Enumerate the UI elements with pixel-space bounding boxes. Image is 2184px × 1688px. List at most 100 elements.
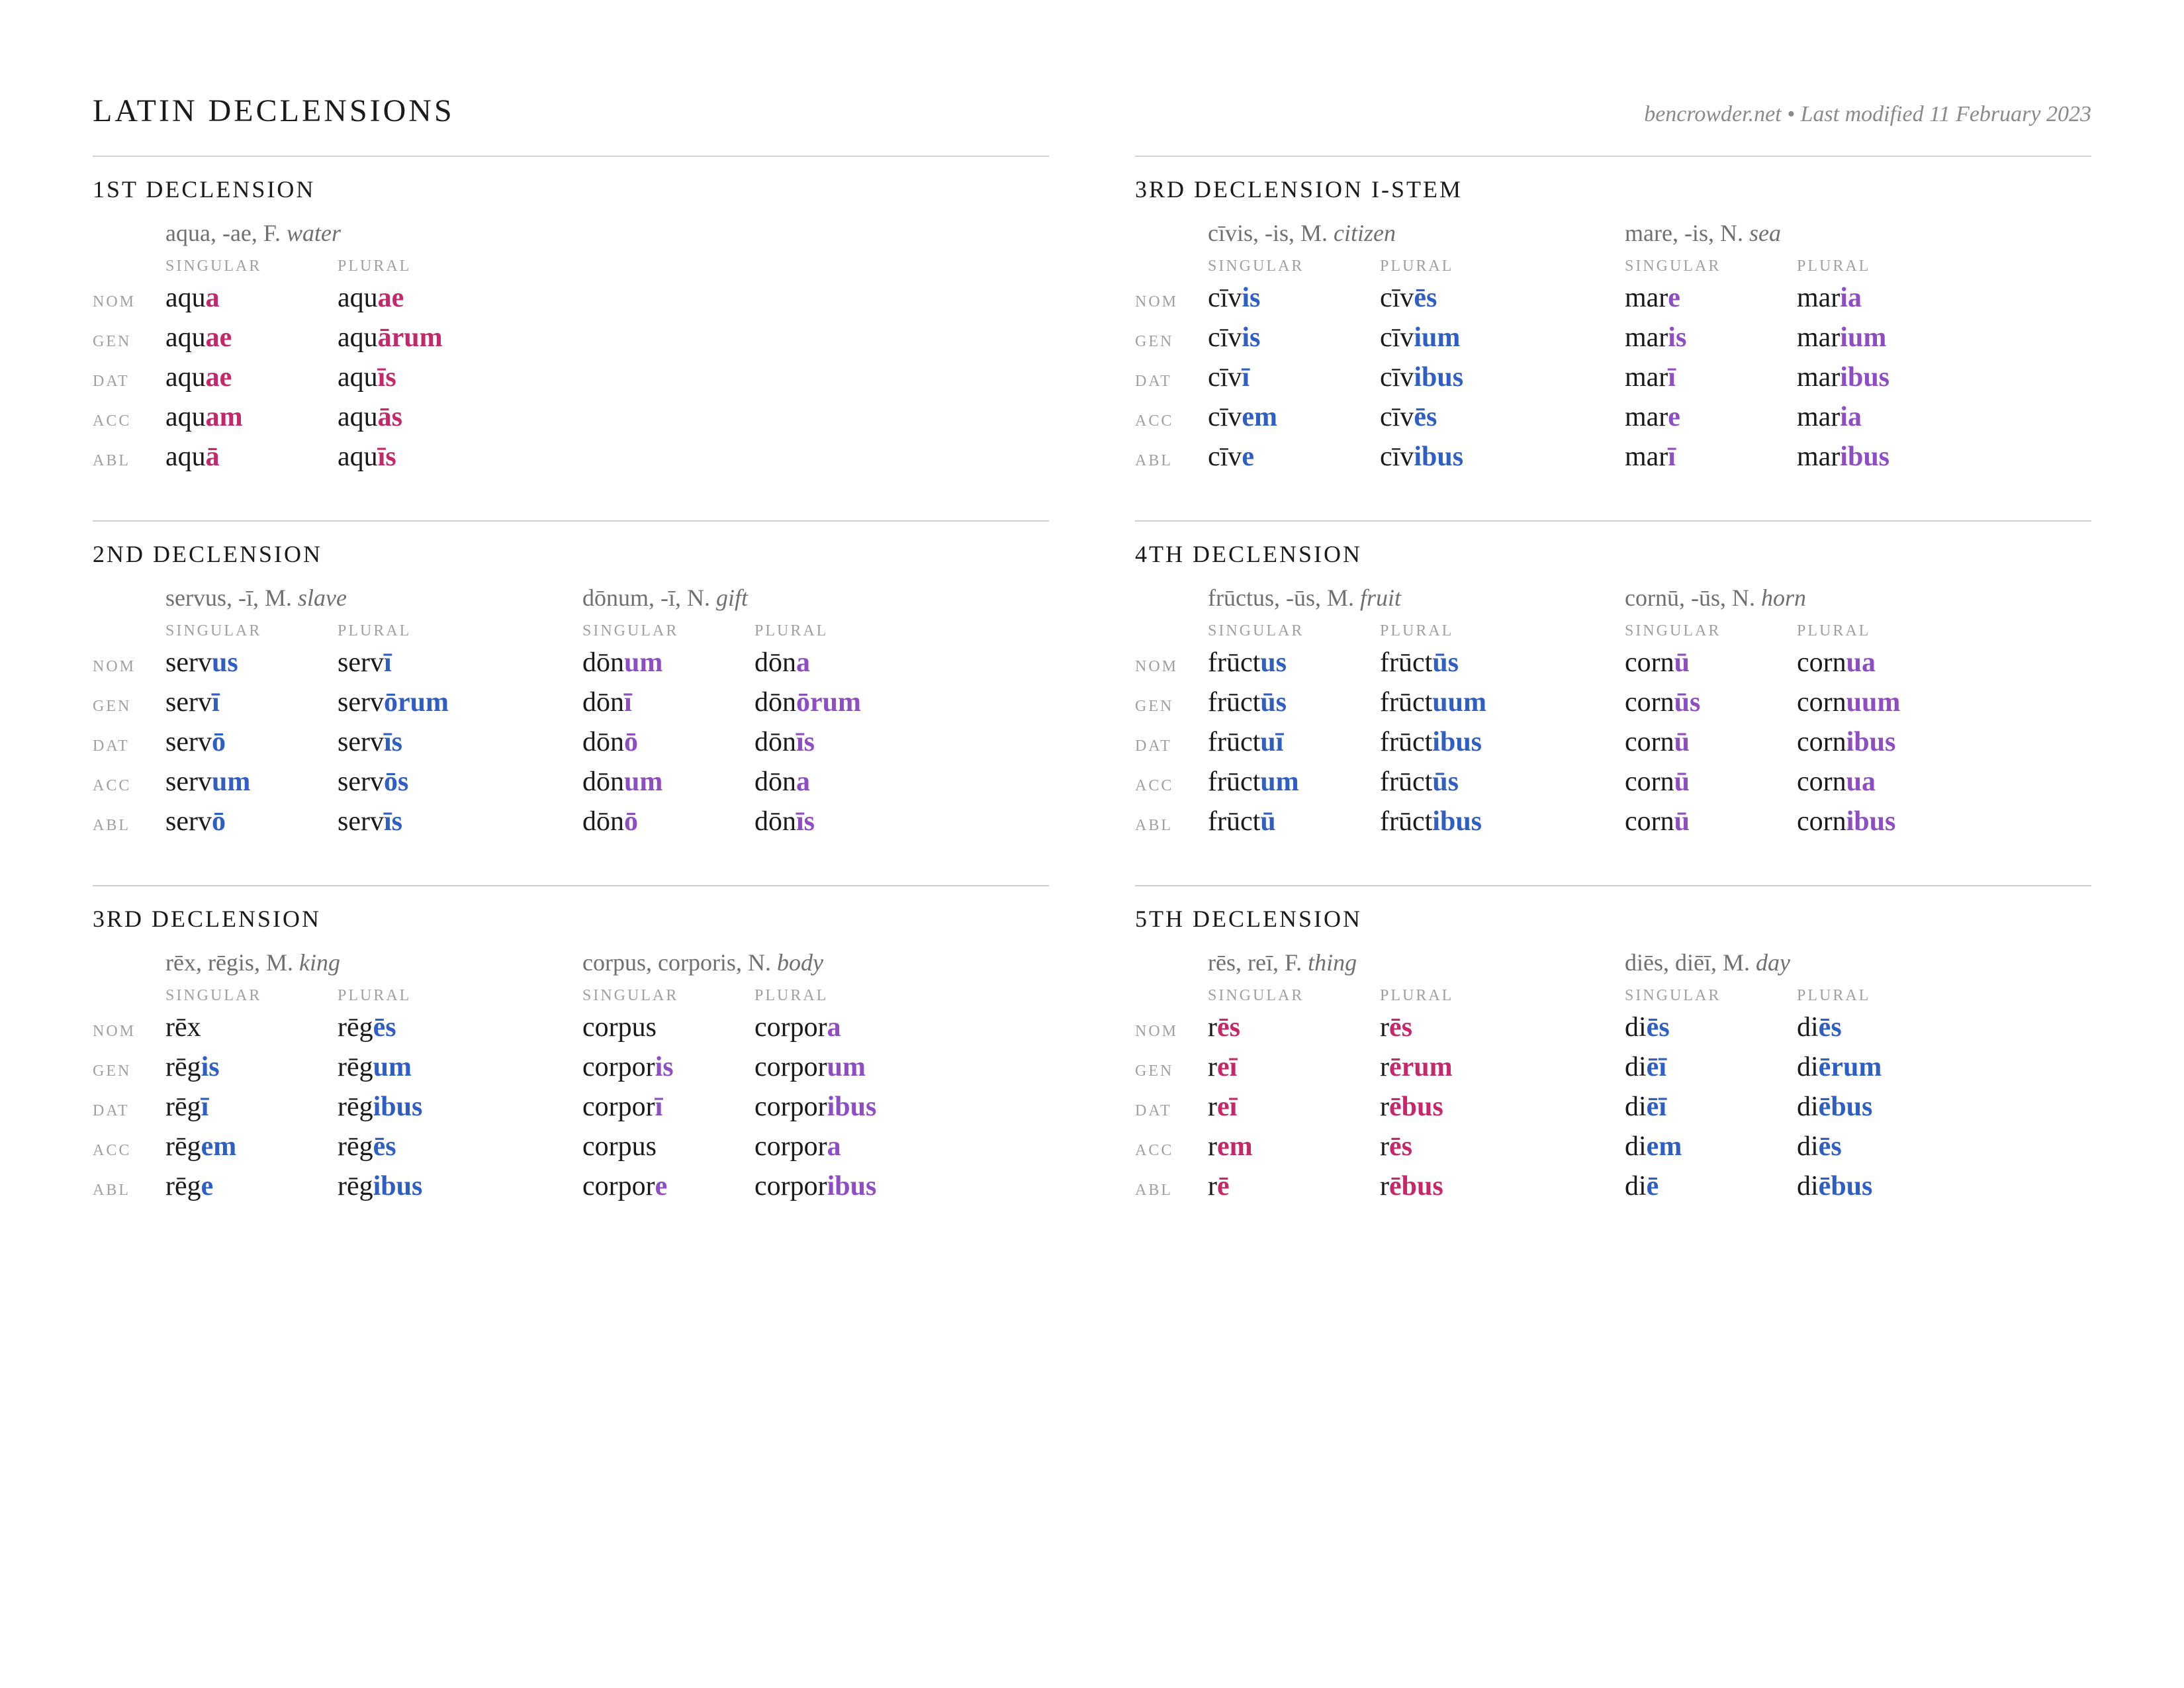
case-row: corporīcorporibus [582, 1091, 927, 1123]
stem: di [1625, 1171, 1647, 1201]
case-row: NOMrēsrēs [1135, 1011, 1552, 1043]
form-plural: cīvibus [1380, 361, 1552, 393]
form-plural: corporibus [754, 1170, 927, 1202]
form-singular: diem [1625, 1131, 1797, 1162]
stem: corn [1797, 727, 1846, 757]
stem: mar [1797, 283, 1840, 313]
form-plural: cornibus [1797, 726, 1969, 758]
ending: ēs [373, 1012, 396, 1043]
form-singular: aquā [165, 441, 338, 473]
stem: serv [338, 647, 384, 678]
form-singular: aquam [165, 401, 338, 433]
stem: aqu [165, 442, 206, 472]
ending: ibus [1432, 727, 1482, 757]
col-plural: PLURAL [754, 622, 927, 640]
stem: r [1208, 1131, 1217, 1162]
ending: ēs [373, 1131, 396, 1162]
form-singular: cīvem [1208, 401, 1380, 433]
stem: di [1625, 1052, 1647, 1082]
case-label: ABL [1135, 444, 1208, 470]
ending: a [796, 767, 810, 797]
stem: cīv [1208, 402, 1242, 432]
form-singular: cornū [1625, 647, 1797, 679]
form-singular: corporī [582, 1091, 754, 1123]
form-singular: corpus [582, 1011, 754, 1043]
col-singular: SINGULAR [1208, 622, 1380, 640]
case-row: corpuscorpora [582, 1131, 927, 1162]
form-plural: dōna [754, 766, 927, 798]
stem: frūct [1380, 806, 1432, 837]
case-label: ABL [93, 444, 165, 470]
page-header: LATIN DECLENSIONS bencrowder.net • Last … [93, 93, 2091, 129]
form-plural: cīvibus [1380, 441, 1552, 473]
stem: cīv [1380, 322, 1414, 353]
form-singular: dōnō [582, 806, 754, 837]
stem: di [1625, 1012, 1647, 1043]
form-singular: servus [165, 647, 338, 679]
ending: ū [1674, 727, 1690, 757]
case-label: NOM [93, 1015, 165, 1041]
form-singular: cīvis [1208, 282, 1380, 314]
stem: r [1380, 1092, 1389, 1122]
form-singular: frūctuī [1208, 726, 1380, 758]
lemma-gloss: day [1756, 949, 1790, 976]
paradigm-group: rēx, rēgis, M. kingSINGULARPLURALNOMrēxr… [93, 949, 1049, 1210]
form-plural: rērum [1380, 1051, 1552, 1083]
ending: ibus [1840, 362, 1889, 393]
ending: ērum [1819, 1052, 1882, 1082]
ending: um [212, 767, 250, 797]
form-plural: cornibus [1797, 806, 1969, 837]
paradigm-group: cīvis, -is, M. citizenSINGULARPLURALNOMc… [1135, 219, 2091, 481]
form-singular: cornū [1625, 726, 1797, 758]
form-singular: dōnō [582, 726, 754, 758]
lemma-text: dōnum, -ī, N. [582, 585, 716, 611]
ending: ēbus [1819, 1092, 1873, 1122]
stem: serv [338, 767, 384, 797]
ending: ēbus [1389, 1092, 1443, 1122]
ending: ibus [1432, 806, 1482, 837]
form-plural: dōnīs [754, 806, 927, 837]
form-plural: cornua [1797, 766, 1969, 798]
lemma-text: cīvis, -is, M. [1208, 220, 1334, 246]
stem: aqu [338, 283, 378, 313]
stem: aqu [338, 362, 378, 393]
ending: ē [1647, 1171, 1659, 1201]
section-rule [93, 520, 1049, 522]
stem: aqu [165, 283, 206, 313]
lemma-text: mare, -is, N. [1625, 220, 1749, 246]
case-row: DATservōservīs [93, 726, 510, 758]
ending: ās [378, 402, 402, 432]
ending: ēs [1819, 1012, 1842, 1043]
ending: us [212, 647, 238, 678]
section-rule [1135, 885, 2091, 886]
ending: ia [1840, 402, 1862, 432]
section-rule [1135, 156, 2091, 157]
paradigm: cīvis, -is, M. citizenSINGULARPLURALNOMc… [1135, 219, 1552, 481]
case-row: diēsdiēs [1625, 1011, 1969, 1043]
ending: ēs [1414, 402, 1437, 432]
section-heading: 1ST DECLENSION [93, 175, 1049, 203]
ending: īs [796, 727, 815, 757]
col-singular: SINGULAR [165, 258, 338, 275]
case-row: DATrēgīrēgibus [93, 1091, 510, 1123]
stem: mar [1625, 283, 1668, 313]
stem: corn [1625, 687, 1674, 718]
stem: corn [1625, 727, 1674, 757]
stem: rēg [338, 1092, 373, 1122]
form-singular: rēs [1208, 1011, 1380, 1043]
ending: ū [1674, 767, 1690, 797]
form-singular: cīvis [1208, 322, 1380, 353]
col-singular: SINGULAR [165, 987, 338, 1005]
stem: aqu [338, 442, 378, 472]
stem: rēg [338, 1052, 373, 1082]
stem: serv [165, 687, 212, 718]
ending: ēī [1647, 1052, 1666, 1082]
ending: ū [1260, 806, 1275, 837]
form-plural: frūctibus [1380, 726, 1552, 758]
ending: ī [212, 687, 220, 718]
lemma-text: frūctus, -ūs, M. [1208, 585, 1360, 611]
case-row: NOMrēxrēgēs [93, 1011, 510, 1043]
case-row: ACCservumservōs [93, 766, 510, 798]
lemma: aqua, -ae, F. water [165, 219, 510, 247]
form-singular: cornūs [1625, 686, 1797, 718]
